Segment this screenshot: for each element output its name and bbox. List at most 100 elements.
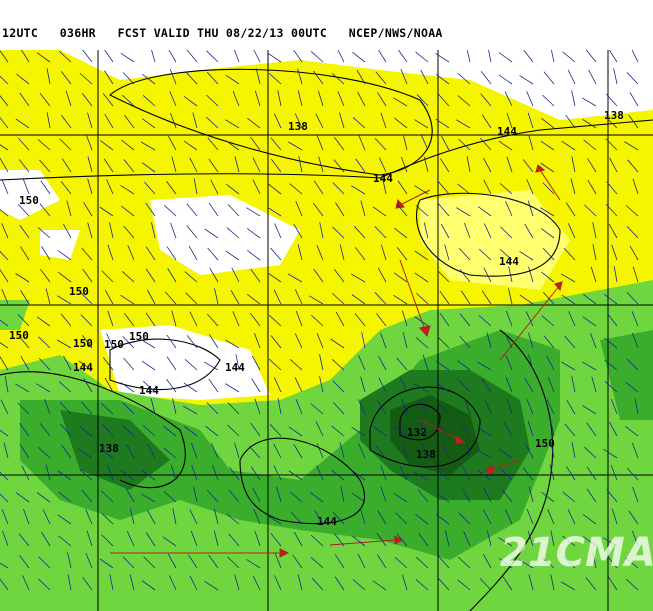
wind-barb	[540, 207, 555, 217]
wind-barb	[269, 424, 282, 437]
wind-barb	[586, 422, 597, 437]
wind-barb	[420, 69, 429, 85]
wind-barb	[484, 399, 492, 415]
wind-barb	[0, 95, 9, 107]
wind-barb	[483, 509, 492, 525]
wind-barb	[17, 203, 30, 217]
wind-barb	[527, 530, 534, 547]
wind-barb	[17, 314, 30, 327]
wind-barb	[394, 117, 408, 129]
wind-barb	[20, 246, 30, 261]
wind-barb	[273, 465, 282, 481]
wind-barb	[351, 470, 366, 481]
wind-barb	[57, 295, 72, 305]
wind-barb	[540, 228, 555, 239]
contour-label: 138	[604, 109, 624, 122]
wind-barb	[254, 90, 261, 107]
wind-barb	[376, 312, 387, 327]
wind-barb	[62, 223, 72, 239]
wind-barb	[541, 271, 555, 283]
wind-barb	[122, 556, 135, 569]
wind-barb	[504, 509, 513, 525]
wind-barb	[142, 380, 156, 393]
wind-barb	[396, 357, 408, 371]
wind-barb	[519, 559, 534, 569]
wind-barb	[625, 205, 639, 217]
wind-barb	[44, 398, 51, 415]
wind-barb	[190, 530, 198, 547]
contour-label: 150	[104, 338, 124, 351]
wind-barb	[609, 421, 618, 437]
wind-barb	[120, 185, 135, 195]
wind-barb	[184, 359, 198, 371]
wind-barb	[581, 97, 597, 107]
wind-barb	[333, 159, 345, 173]
wind-barb	[0, 250, 9, 261]
wind-barb	[463, 531, 471, 547]
wind-barb	[81, 335, 93, 349]
wind-barb	[38, 578, 51, 591]
wind-barb	[505, 377, 513, 393]
wind-barb	[333, 533, 345, 547]
contour-label: 138	[99, 442, 119, 455]
wind-barb	[87, 112, 93, 129]
wind-barb	[499, 558, 513, 569]
wind-barb	[1, 508, 9, 525]
wind-barb	[226, 227, 240, 239]
wind-barb	[358, 355, 366, 371]
wind-barb	[585, 577, 597, 591]
wind-barb	[478, 315, 492, 327]
wind-barb	[86, 134, 93, 151]
wind-barb	[527, 420, 534, 437]
wind-barb	[461, 488, 471, 503]
wind-barb	[566, 399, 576, 415]
wind-barb	[104, 70, 114, 85]
wind-barb	[415, 51, 429, 63]
wind-barb	[186, 225, 198, 239]
wind-barb	[102, 357, 114, 371]
wind-barb	[253, 332, 261, 349]
wind-barb	[288, 426, 303, 437]
wind-barb	[547, 376, 555, 393]
wind-barb	[458, 138, 471, 151]
wind-barb	[421, 135, 429, 151]
wind-barb	[332, 182, 345, 195]
wind-barb	[250, 422, 261, 437]
wind-barb	[414, 185, 429, 195]
wind-barb	[586, 466, 597, 481]
wind-barb	[57, 514, 72, 525]
wind-barb	[45, 288, 51, 305]
wind-barb	[482, 553, 492, 569]
wind-barb	[415, 513, 429, 525]
wind-barb	[437, 402, 450, 415]
wind-barb	[561, 294, 576, 305]
wind-barb	[587, 179, 597, 195]
wind-barb	[588, 69, 597, 85]
wind-barb	[273, 377, 282, 393]
wind-barb	[439, 312, 450, 327]
wind-barb	[625, 578, 639, 591]
wind-barb	[374, 226, 387, 239]
wind-barb	[293, 224, 303, 239]
wind-barb	[608, 50, 618, 63]
wind-barb	[400, 69, 408, 85]
wind-barb	[147, 509, 156, 525]
wind-barb	[232, 311, 240, 327]
wind-barb	[418, 532, 429, 547]
wind-barb	[81, 489, 93, 503]
wind-barb	[101, 534, 114, 547]
wind-barb	[1, 223, 9, 239]
wind-barb	[546, 355, 555, 371]
wind-barb	[528, 332, 534, 349]
wind-barb	[37, 139, 51, 151]
wind-barb	[352, 535, 366, 547]
wind-barb	[270, 335, 282, 349]
wind-barb	[125, 488, 135, 503]
wind-barb	[582, 536, 597, 547]
wind-barb	[163, 425, 177, 437]
wind-barb	[141, 162, 156, 173]
wind-barb	[393, 294, 408, 305]
wind-barb	[352, 51, 366, 63]
wind-barb	[209, 334, 219, 349]
wind-barb	[316, 245, 324, 261]
